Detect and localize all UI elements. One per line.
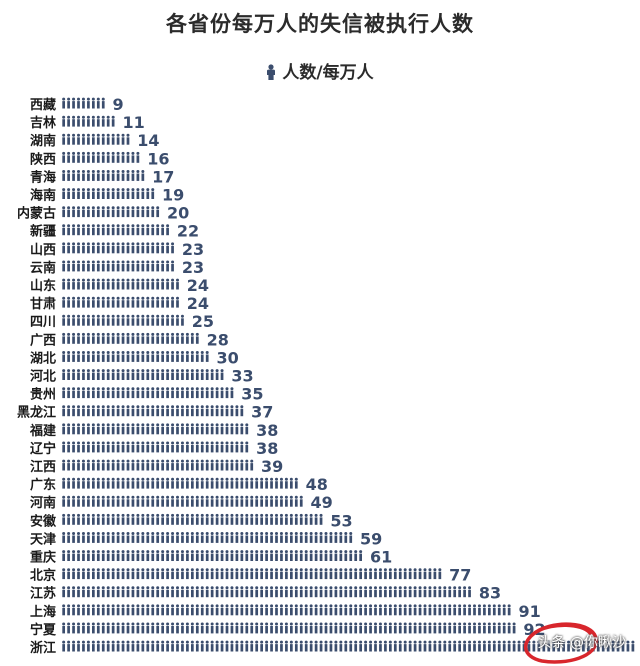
category-label: 浙江 [30,640,56,656]
value-label: 17 [152,167,174,186]
pictogram-bar [62,477,298,489]
pictogram-bar [62,459,254,471]
person-icon [267,64,276,80]
watermark: 头条 @你瞅沙 [537,635,626,651]
category-label: 海南 [30,188,56,204]
value-label: 11 [122,113,144,132]
value-label: 24 [187,276,209,295]
category-label: 河北 [30,369,56,385]
value-label: 37 [251,403,273,422]
value-label: 20 [167,204,189,223]
value-label: 25 [192,312,214,331]
category-label: 江西 [30,459,56,475]
value-label: 22 [177,222,199,241]
category-label: 辽宁 [30,441,56,457]
category-label: 甘肃 [30,296,56,312]
pictogram-bar [62,604,511,616]
category-label: 陕西 [30,151,56,167]
value-label: 53 [330,511,352,530]
category-label: 上海 [30,604,56,620]
pictogram-bar [62,332,199,344]
value-label: 77 [449,566,471,585]
category-label: 湖北 [30,351,56,366]
category-label: 内蒙古 [17,206,56,222]
value-label: 61 [370,548,392,567]
pictogram-bar [62,369,224,380]
pictogram-bar [62,532,353,543]
category-label: 贵州 [30,387,56,403]
pictogram-bar [62,188,155,199]
value-label: 23 [182,258,204,277]
value-label: 28 [207,330,229,349]
pictogram-bar [62,314,184,326]
pictogram-bar [62,242,175,254]
value-label: 33 [231,367,253,386]
value-label: 23 [182,240,204,259]
category-label: 河南 [30,495,56,511]
pictogram-bar [62,351,209,362]
category-label: 宁夏 [30,622,57,638]
value-label: 9 [113,95,124,114]
pictogram-bar [62,133,130,145]
pictogram-bar [62,170,145,181]
pictogram-bar [62,495,303,507]
pictogram-bar [62,405,244,417]
chart-legend: 人数/每万人 [0,58,640,83]
pictogram-bar [62,296,179,308]
value-label: 92 [523,620,545,639]
value-label: 38 [256,439,278,458]
category-label: 湖南 [30,133,56,149]
pictogram-bar [62,206,160,218]
pictogram-bar [62,151,140,163]
value-label: 24 [187,294,209,313]
pictogram-bar [62,550,363,561]
value-label: 35 [241,385,263,404]
value-label: 83 [479,584,501,603]
category-label: 北京 [30,568,56,584]
category-label: 天津 [30,531,56,547]
category-label: 黑龙江 [17,405,56,421]
category-label: 福建 [29,423,56,439]
value-label: 38 [256,421,278,440]
category-label: 吉林 [30,115,56,131]
category-label: 新疆 [30,224,56,240]
value-label: 30 [217,348,239,367]
category-label: 重庆 [30,550,56,566]
category-label: 安徽 [30,513,57,529]
category-label: 西藏 [30,97,56,113]
value-label: 49 [311,493,333,512]
pictogram-bar [62,568,442,580]
pictogram-bar [62,115,115,127]
category-label: 江苏 [30,586,56,602]
value-label: 59 [360,529,382,548]
red-circle-annotation [524,622,598,664]
value-label: 91 [518,602,540,621]
pictogram-bar [62,513,323,525]
pictogram-bar [62,423,249,435]
category-label: 广西 [30,332,56,348]
category-label: 山东 [30,278,56,294]
category-label: 山西 [30,242,56,258]
pictogram-bar [62,97,105,109]
value-label: 14 [137,131,159,150]
category-label: 青海 [30,169,56,185]
value-label: 48 [306,475,328,494]
value-label: 19 [162,186,184,205]
pictogram-bar [62,441,249,453]
value-label: 39 [261,457,283,476]
category-label: 云南 [30,260,56,276]
pictogram-bar [62,278,179,290]
category-label: 广东 [30,477,56,493]
pictogram-bar [62,387,234,399]
chart-title: 各省份每万人的失信被执行人数 [166,12,474,36]
pictogram-bar [62,586,472,598]
pictogram-bar [62,224,170,236]
pictogram-bar [62,622,516,634]
category-label: 四川 [30,315,56,330]
pictogram-bar [62,260,175,272]
legend-label: 人数/每万人 [282,63,374,83]
value-label: 16 [147,149,169,168]
